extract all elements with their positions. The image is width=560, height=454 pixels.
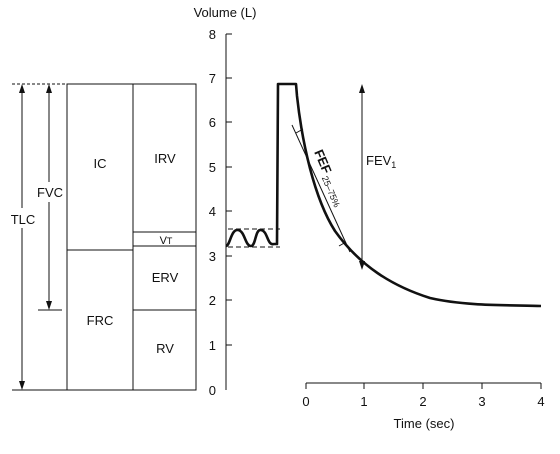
- fef-tick-lower: [338, 241, 347, 247]
- vt-main: V: [160, 235, 168, 247]
- fef-label: FEF25–75%: [309, 147, 348, 208]
- frc-label: FRC: [87, 313, 114, 328]
- vt-label: VT: [160, 235, 173, 247]
- lung-volume-bars: TLC FVC IC FRC IRV VT ERV RV: [8, 83, 197, 391]
- x-tick-label: 0: [302, 394, 309, 409]
- y-tick-label: 0: [209, 383, 216, 398]
- y-tick-label: 4: [209, 204, 216, 219]
- x-axis-title: Time (sec): [394, 416, 455, 431]
- fvc-label: FVC: [37, 185, 63, 200]
- y-tick-label: 3: [209, 249, 216, 264]
- y-tick-label: 1: [209, 338, 216, 353]
- y-tick-label: 2: [209, 293, 216, 308]
- fev1-arrow: [359, 84, 365, 270]
- fef-label-subscript: 25–75%: [320, 174, 342, 208]
- y-axis-title: Volume (L): [194, 5, 257, 20]
- y-tick-label: 5: [209, 160, 216, 175]
- spirogram-trace: [225, 82, 542, 308]
- rv-label: RV: [156, 341, 174, 356]
- fev1-label-subscript: 1: [391, 160, 396, 170]
- x-tick-label: 3: [478, 394, 485, 409]
- fev1-label-main: FEV: [366, 153, 392, 168]
- y-axis-ticks: [226, 33, 232, 346]
- y-tick-label: 8: [209, 27, 216, 42]
- tlc-label: TLC: [11, 212, 36, 227]
- vt-subscript: T: [167, 236, 173, 246]
- fef-slope-line: [291, 124, 351, 253]
- y-tick-label: 6: [209, 115, 216, 130]
- ic-label: IC: [94, 156, 107, 171]
- fef-label-main: FEF: [311, 147, 334, 176]
- tlc-arrow: [19, 84, 25, 390]
- x-tick-label: 4: [537, 394, 544, 409]
- erv-label: ERV: [152, 270, 179, 285]
- irv-label: IRV: [154, 151, 176, 166]
- x-tick-label: 2: [419, 394, 426, 409]
- x-tick-label: 1: [360, 394, 367, 409]
- x-axis-ticks: [305, 383, 542, 389]
- spirogram: Volume (L) 8 7 6 5 4 3 2 1 0: [194, 5, 545, 431]
- rv-box: [132, 309, 197, 391]
- y-tick-label: 7: [209, 71, 216, 86]
- fev1-label: FEV1: [366, 153, 396, 170]
- fef-tick-upper: [295, 128, 304, 134]
